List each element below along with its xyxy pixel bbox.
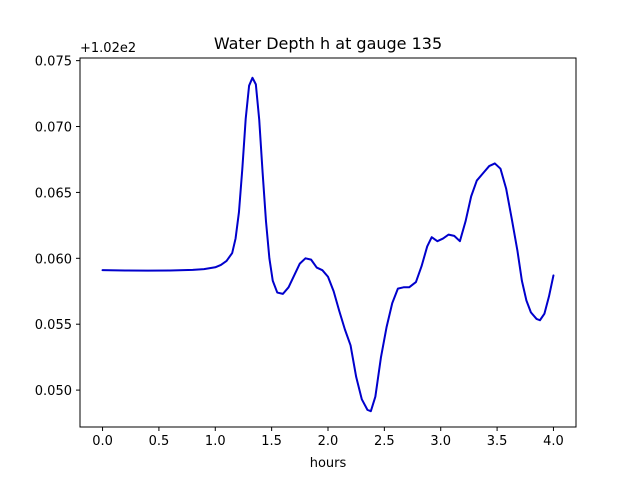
x-tick-label: 3.0 bbox=[430, 434, 451, 449]
x-tick-label: 3.5 bbox=[487, 434, 508, 449]
x-tick-label: 4.0 bbox=[543, 434, 564, 449]
x-axis-ticks: 0.0 0.5 1.0 1.5 2.0 2.5 3.0 3.5 4.0 bbox=[92, 427, 564, 449]
x-axis-label: hours bbox=[310, 456, 347, 471]
y-tick-label: 0.060 bbox=[35, 252, 72, 267]
series-line bbox=[101, 76, 555, 413]
chart-title: Water Depth h at gauge 135 bbox=[214, 34, 442, 53]
plot-area bbox=[79, 57, 577, 428]
y-axis-offset-text: +1.02e2 bbox=[80, 41, 136, 56]
x-tick-label: 2.0 bbox=[318, 434, 339, 449]
x-tick-label: 1.0 bbox=[205, 434, 226, 449]
x-tick-label: 0.0 bbox=[92, 434, 113, 449]
y-tick-label: 0.050 bbox=[35, 384, 72, 399]
axes-frame bbox=[79, 57, 577, 428]
y-tick-label: 0.075 bbox=[35, 55, 72, 70]
y-tick-label: 0.070 bbox=[35, 121, 72, 136]
x-tick-label: 0.5 bbox=[149, 434, 170, 449]
x-tick-label: 2.5 bbox=[374, 434, 395, 449]
y-axis-ticks: 0.050 0.055 0.060 0.065 0.070 0.075 bbox=[35, 55, 80, 399]
y-tick-label: 0.065 bbox=[35, 186, 72, 201]
x-tick-label: 1.5 bbox=[261, 434, 282, 449]
y-tick-label: 0.055 bbox=[35, 318, 72, 333]
